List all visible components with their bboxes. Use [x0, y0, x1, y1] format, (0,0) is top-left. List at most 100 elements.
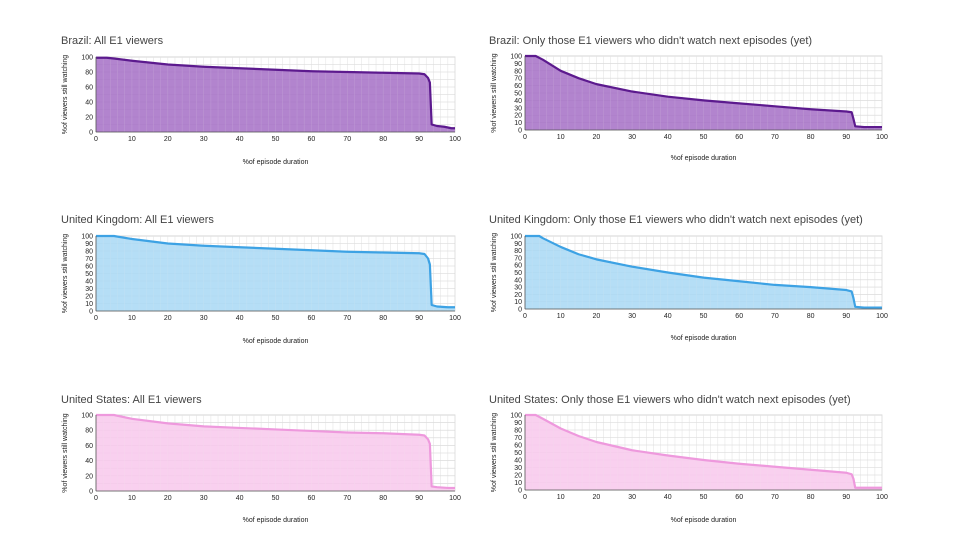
- chart-uk-non-continuers: United Kingdom: Only those E1 viewers wh…: [489, 214, 888, 342]
- series-area: [96, 57, 455, 132]
- x-tick-label: 80: [379, 315, 387, 322]
- y-tick-label: 30: [85, 286, 93, 293]
- y-tick-label: 40: [514, 277, 522, 284]
- x-tick-label: 70: [343, 495, 351, 502]
- y-tick-label: 90: [514, 420, 522, 427]
- x-tick-label: 90: [842, 313, 850, 320]
- x-tick-label: 10: [128, 315, 136, 322]
- x-tick-label: 90: [415, 136, 423, 143]
- y-tick-label: 0: [518, 128, 522, 135]
- y-tick-label: 70: [85, 256, 93, 263]
- x-tick-label: 20: [593, 494, 601, 501]
- y-tick-label: 40: [514, 458, 522, 465]
- y-tick-label: 100: [81, 413, 93, 420]
- x-tick-label: 60: [735, 134, 743, 141]
- y-tick-label: 60: [85, 85, 93, 92]
- y-axis-label: %of viewers still watching: [62, 55, 69, 134]
- x-tick-label: 10: [557, 313, 565, 320]
- series-area: [525, 56, 882, 130]
- x-tick-label: 0: [523, 134, 527, 141]
- x-tick-label: 60: [308, 315, 316, 322]
- y-tick-label: 20: [514, 113, 522, 120]
- x-tick-label: 20: [593, 313, 601, 320]
- series-line: [525, 413, 882, 489]
- y-tick-label: 100: [510, 413, 522, 420]
- y-tick-label: 60: [85, 264, 93, 271]
- x-tick-label: 50: [272, 315, 280, 322]
- chart-title: United Kingdom: Only those E1 viewers wh…: [489, 214, 863, 226]
- x-tick-label: 30: [628, 313, 636, 320]
- x-tick-label: 80: [379, 136, 387, 143]
- y-tick-label: 90: [85, 241, 93, 248]
- x-axis-label: %of episode duration: [671, 335, 737, 342]
- x-tick-label: 80: [807, 313, 815, 320]
- series-line: [96, 234, 455, 309]
- y-tick-label: 60: [85, 443, 93, 450]
- y-tick-label: 80: [514, 248, 522, 255]
- x-tick-label: 30: [628, 134, 636, 141]
- y-tick-label: 40: [85, 279, 93, 286]
- x-tick-label: 60: [735, 494, 743, 501]
- x-axis-label: %of episode duration: [243, 159, 309, 166]
- x-tick-label: 70: [343, 136, 351, 143]
- x-tick-label: 100: [876, 134, 888, 141]
- y-tick-label: 100: [510, 54, 522, 61]
- x-tick-label: 10: [128, 136, 136, 143]
- y-tick-label: 0: [518, 307, 522, 314]
- y-tick-label: 0: [89, 309, 93, 316]
- y-axis-label: %of viewers still watching: [491, 413, 498, 492]
- y-axis-label: %of viewers still watching: [62, 413, 69, 492]
- series-area: [525, 236, 882, 309]
- x-tick-label: 60: [308, 495, 316, 502]
- x-tick-label: 50: [700, 134, 708, 141]
- x-tick-label: 100: [449, 315, 461, 322]
- y-tick-label: 0: [89, 130, 93, 137]
- y-tick-label: 0: [518, 488, 522, 495]
- y-tick-label: 20: [514, 473, 522, 480]
- y-tick-label: 100: [510, 234, 522, 241]
- x-tick-label: 30: [200, 136, 208, 143]
- chart-brazil-non-continuers: Brazil: Only those E1 viewers who didn't…: [489, 35, 888, 162]
- x-tick-label: 40: [664, 494, 672, 501]
- y-tick-label: 80: [85, 70, 93, 77]
- y-tick-label: 20: [85, 473, 93, 480]
- y-tick-label: 10: [85, 301, 93, 308]
- y-tick-label: 20: [85, 115, 93, 122]
- y-axis-label: %of viewers still watching: [491, 233, 498, 312]
- y-tick-label: 40: [514, 98, 522, 105]
- x-tick-label: 100: [449, 495, 461, 502]
- y-tick-label: 10: [514, 120, 522, 127]
- chart-title: United Kingdom: All E1 viewers: [61, 214, 214, 226]
- chart-title: Brazil: Only those E1 viewers who didn't…: [489, 35, 812, 47]
- y-axis-label: %of viewers still watching: [491, 53, 498, 132]
- x-tick-label: 0: [94, 136, 98, 143]
- series-line: [525, 234, 882, 309]
- x-tick-label: 50: [272, 495, 280, 502]
- x-tick-label: 90: [842, 494, 850, 501]
- x-axis-label: %of episode duration: [243, 517, 309, 524]
- y-tick-label: 70: [514, 255, 522, 262]
- chart-brazil-all: Brazil: All E1 viewers 0 10 20 30 40 50 60 70 80 9…: [61, 35, 461, 166]
- x-tick-label: 40: [236, 495, 244, 502]
- series-line: [96, 413, 455, 490]
- y-tick-label: 90: [514, 61, 522, 68]
- y-tick-label: 80: [514, 428, 522, 435]
- series-line: [525, 54, 882, 129]
- x-tick-label: 40: [664, 313, 672, 320]
- x-axis-label: %of episode duration: [671, 155, 737, 162]
- y-tick-label: 20: [514, 292, 522, 299]
- y-tick-label: 30: [514, 465, 522, 472]
- x-tick-label: 90: [415, 495, 423, 502]
- x-tick-label: 40: [664, 134, 672, 141]
- y-tick-label: 10: [514, 480, 522, 487]
- chart-us-non-continuers: United States: Only those E1 viewers who…: [489, 394, 888, 524]
- x-tick-label: 0: [523, 313, 527, 320]
- series-line: [96, 56, 455, 130]
- x-tick-label: 30: [200, 495, 208, 502]
- x-tick-label: 20: [164, 136, 172, 143]
- x-tick-label: 30: [628, 494, 636, 501]
- y-tick-label: 80: [514, 68, 522, 75]
- chart-us-all: United States: All E1 viewers 0 10 20 30 40 50…: [61, 394, 461, 524]
- x-axis-label: %of episode duration: [243, 338, 309, 345]
